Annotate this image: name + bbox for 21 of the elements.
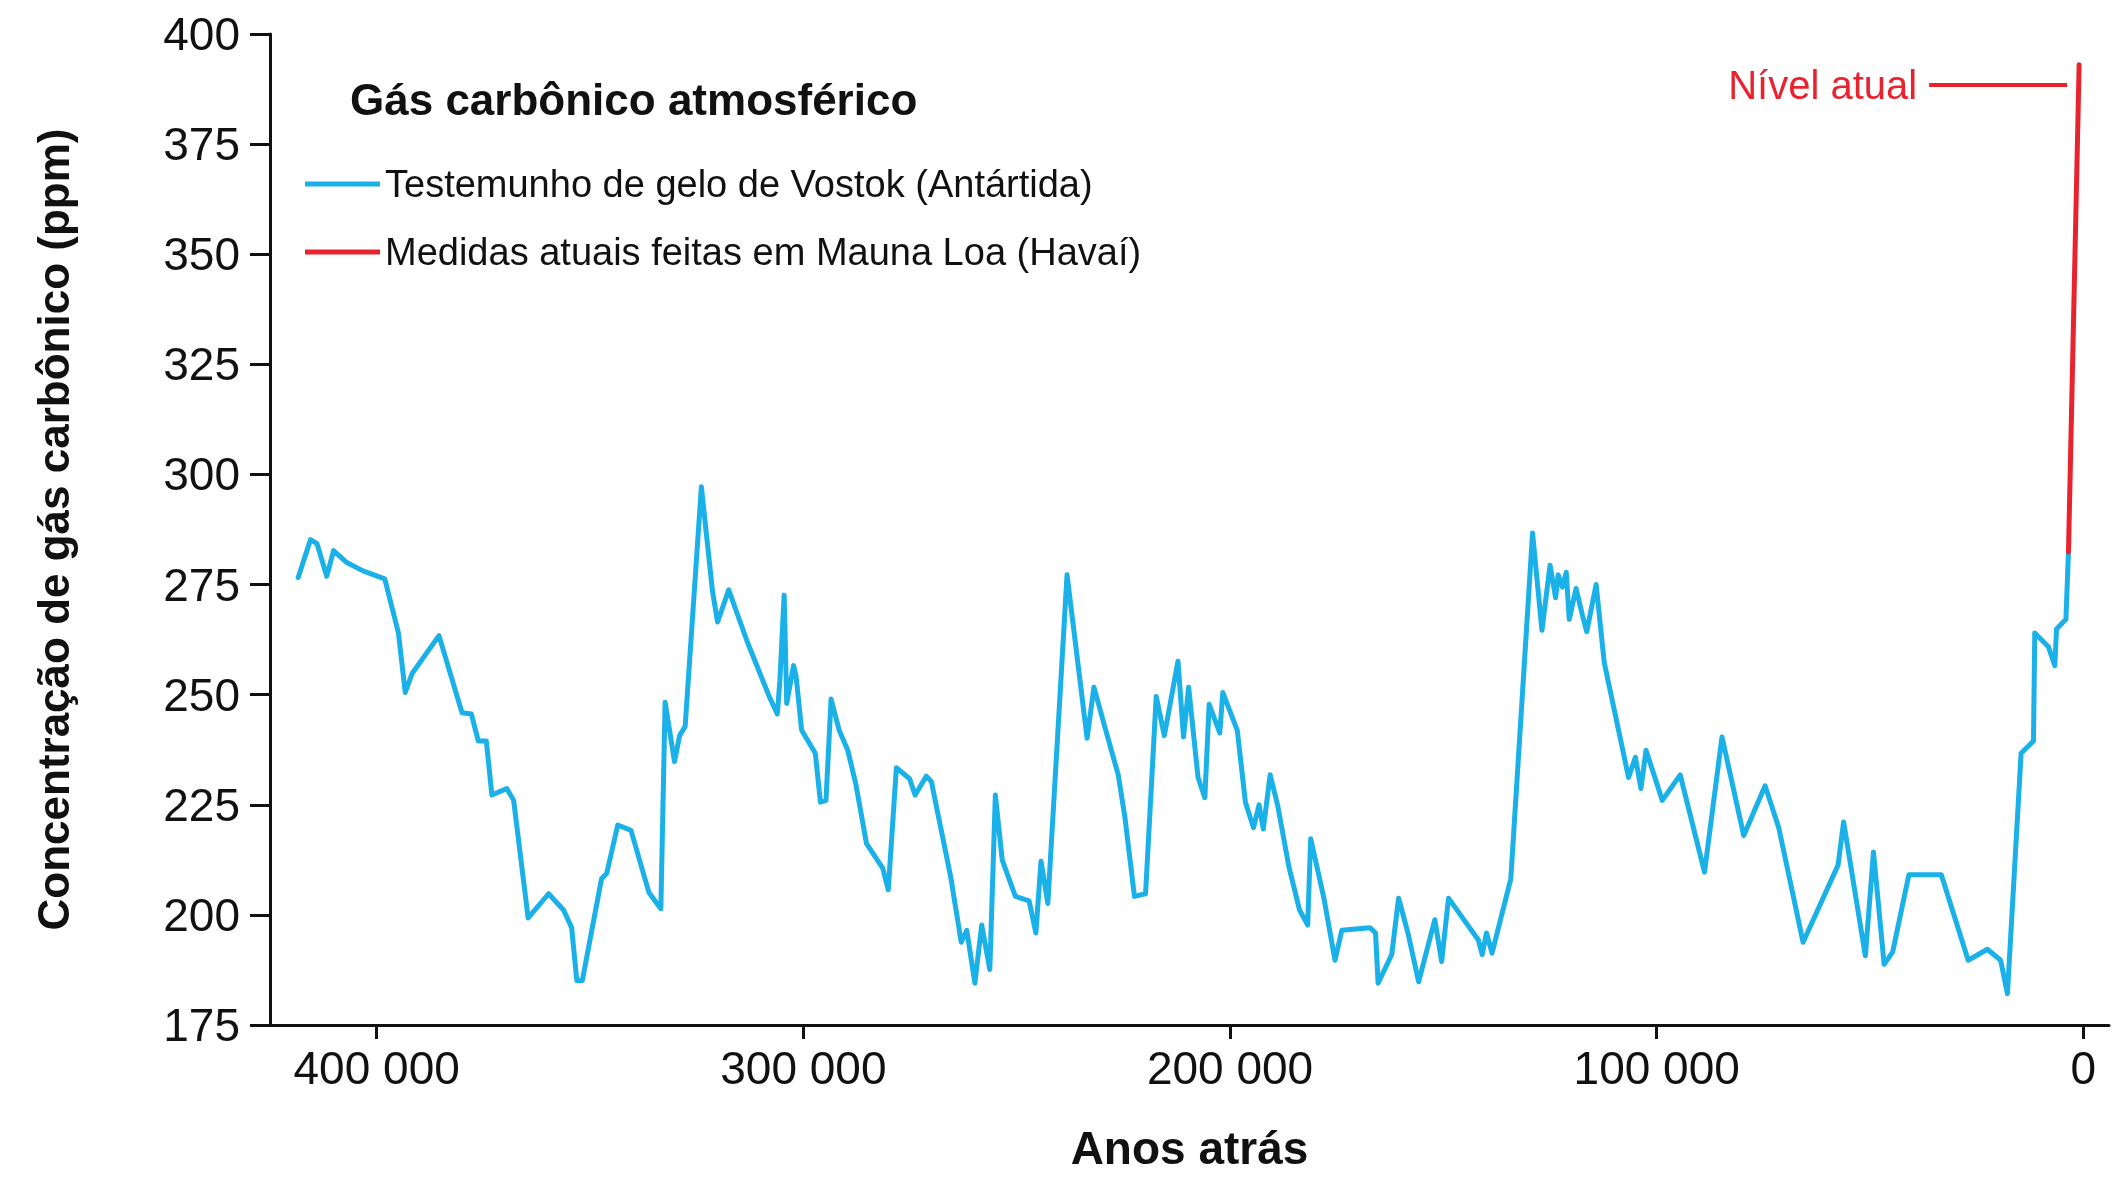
x-tick-label: 0 xyxy=(2070,1042,2097,1094)
x-tick-label: 200 000 xyxy=(1146,1042,1314,1094)
y-tick-label: 325 xyxy=(163,338,240,391)
x-tick-label: 400 000 xyxy=(293,1042,460,1094)
y-tick-label: 300 xyxy=(163,448,240,501)
y-tick-label: 250 xyxy=(163,668,240,721)
annotation: Nível atual xyxy=(1728,62,1918,107)
y-tick-label: 375 xyxy=(163,118,240,171)
x-tick-label: 300 000 xyxy=(720,1042,887,1094)
x-tick-label: 100 000 xyxy=(1573,1042,1740,1094)
y-tick-label: 275 xyxy=(163,558,240,611)
y-tick-label: 350 xyxy=(163,228,240,281)
legend-label: Testemunho de gelo de Vostok (Antártida) xyxy=(385,163,1093,205)
y-tick-label: 175 xyxy=(163,999,240,1051)
legend-title: Gás carbônico atmosférico xyxy=(350,74,918,124)
x-axis-title: Anos atrás xyxy=(1070,1122,1309,1174)
y-tick-label: 225 xyxy=(163,778,240,831)
y-tick-label: 400 xyxy=(163,8,240,60)
y-tick-label: 200 xyxy=(163,888,240,941)
legend-label: Medidas atuais feitas em Mauna Loa (Havaí) xyxy=(385,231,1142,273)
y-axis-title: Concentração de gás carbônico (ppm) xyxy=(28,128,78,931)
